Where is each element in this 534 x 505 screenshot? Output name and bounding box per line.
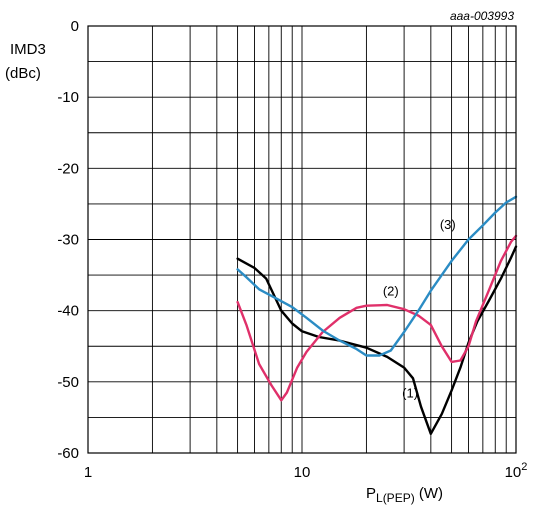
figure-code: aaa-003993 <box>450 9 514 23</box>
y-axis-label-line1: IMD3 <box>10 41 46 58</box>
x-tick-label-base: 1 <box>84 464 92 481</box>
frame-layer <box>87 25 517 454</box>
series-line-3 <box>236 195 518 357</box>
series-label-1: (1) <box>402 386 418 401</box>
series-label-3: (3) <box>440 217 456 232</box>
x-axis-label-unit: (W) <box>415 485 443 502</box>
series-layer: (1) (2) (3) <box>236 195 518 435</box>
y-tick-label: -50 <box>57 374 79 391</box>
y-tick-label: -10 <box>57 89 79 106</box>
tick-labels: 0-10-20-30-40-50-601 10 102 <box>57 18 527 481</box>
x-tick-label: 10 <box>294 464 311 481</box>
y-tick-label: -30 <box>57 232 79 249</box>
y-tick-label: 0 <box>71 18 79 35</box>
series-line-1 <box>236 245 518 435</box>
y-tick-label: -60 <box>57 445 79 462</box>
series-line-2 <box>236 234 518 402</box>
x-tick-label-base: 10 <box>294 464 311 481</box>
series-label-2: (2) <box>383 284 399 299</box>
x-axis-label-main: P <box>366 485 376 502</box>
y-tick-label: -40 <box>57 303 79 320</box>
x-axis-label: PL(PEP) (W) <box>366 485 443 505</box>
plot-frame <box>87 25 517 454</box>
x-axis-label-sub: L(PEP) <box>376 491 415 505</box>
y-tick-label: -20 <box>57 160 79 177</box>
x-tick-label-exponent: 2 <box>521 461 527 473</box>
x-tick-label: 102 <box>505 461 528 481</box>
x-tick-label: 1 <box>84 464 92 481</box>
x-tick-label-base: 10 <box>505 464 522 481</box>
y-axis-label-line2: (dBc) <box>5 65 41 82</box>
